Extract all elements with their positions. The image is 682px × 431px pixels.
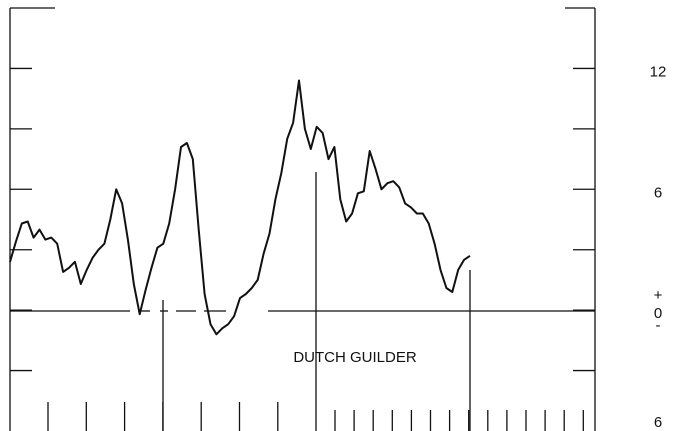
frame <box>9 7 596 431</box>
zero-sign: - <box>656 317 661 334</box>
zero-sign: + <box>654 287 663 304</box>
data-line <box>9 79 471 336</box>
x-ticks <box>47 402 584 431</box>
y-tick-label: 12 <box>650 63 667 80</box>
y-tick-label: 0 <box>654 305 662 322</box>
y-tick-label: 6 <box>654 184 662 201</box>
annotation: DUTCH GUILDER <box>293 349 417 366</box>
y-tick-label: 6 <box>654 414 662 431</box>
